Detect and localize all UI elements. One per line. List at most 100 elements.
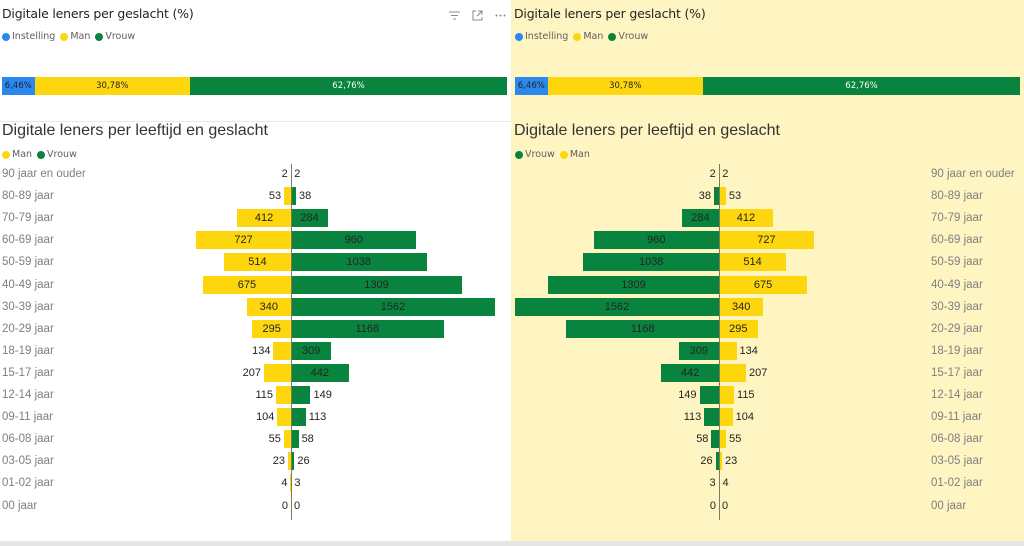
data-label-man: 2 xyxy=(722,168,729,180)
bar-vrouw[interactable] xyxy=(291,386,311,404)
bar-man[interactable] xyxy=(719,297,764,316)
legend-item-vrouw[interactable]: Vrouw xyxy=(37,149,77,160)
data-label-vrouw: 442 xyxy=(680,366,700,379)
age-category-label: 06-08 jaar xyxy=(2,433,54,446)
bar-man[interactable] xyxy=(719,363,747,382)
bar-vrouw[interactable] xyxy=(681,209,719,228)
bar-vrouw[interactable] xyxy=(515,297,719,316)
age-category-label: 40-49 jaar xyxy=(931,278,983,291)
bar-vrouw[interactable] xyxy=(715,452,719,471)
bar-vrouw[interactable] xyxy=(291,430,299,449)
age-category-label: 60-69 jaar xyxy=(2,234,54,247)
bar-man[interactable] xyxy=(719,386,735,404)
bar-vrouw[interactable] xyxy=(291,319,444,338)
legend-item-vrouw[interactable]: Vrouw xyxy=(95,31,135,42)
bar-vrouw[interactable] xyxy=(711,430,719,449)
bar-man[interactable] xyxy=(196,231,291,250)
age-category-label: 12-14 jaar xyxy=(931,389,983,401)
age-gender-pyramid-left: 90 jaar en ouder 2 2 80-89 jaar 53 38 70-79 ja… xyxy=(0,0,511,541)
legend-item-man[interactable]: Man xyxy=(559,149,590,160)
bar-vrouw[interactable] xyxy=(291,275,462,294)
bar-man[interactable] xyxy=(719,430,727,449)
legend-item-vrouw[interactable]: Vrouw xyxy=(608,31,648,42)
bar-vrouw[interactable] xyxy=(566,319,719,338)
bar-vrouw[interactable] xyxy=(291,452,295,471)
bar-man[interactable] xyxy=(719,209,773,228)
focus-mode-icon[interactable] xyxy=(471,9,483,21)
bar-man[interactable] xyxy=(719,341,737,360)
bar-man[interactable] xyxy=(719,231,814,250)
data-label-vrouw: 0 xyxy=(294,499,301,512)
legend-item-man[interactable]: Man xyxy=(60,31,90,42)
bar-vrouw[interactable] xyxy=(291,363,349,382)
right-report-panel: Digitale leners per geslacht (%) Instell… xyxy=(511,0,1024,541)
legend-item-man[interactable]: Man xyxy=(573,31,603,42)
bar-vrouw[interactable] xyxy=(291,231,417,250)
bar-vrouw[interactable] xyxy=(704,408,719,427)
bar-man[interactable] xyxy=(284,187,291,206)
bar-man[interactable] xyxy=(252,319,291,338)
legend-dot-icon xyxy=(559,150,568,159)
stacked-chart-title: Digitale leners per geslacht (%) xyxy=(2,6,194,21)
bar-man[interactable] xyxy=(719,408,733,427)
more-options-icon[interactable] xyxy=(494,9,506,21)
legend-item-instelling[interactable]: Instelling xyxy=(515,31,568,42)
stacked-gender-bar: 6,46% 30,78% 62,76% xyxy=(515,77,1020,95)
bar-vrouw[interactable] xyxy=(291,187,296,206)
data-label-man: 295 xyxy=(729,322,748,335)
age-category-label: 03-05 jaar xyxy=(2,455,54,468)
age-category-label: 12-14 jaar xyxy=(2,389,54,401)
bar-vrouw[interactable] xyxy=(593,231,719,250)
data-label-man: 514 xyxy=(743,256,762,269)
data-label-man: 675 xyxy=(753,278,773,291)
data-label-vrouw: 1309 xyxy=(364,278,389,291)
bar-vrouw[interactable] xyxy=(548,275,719,294)
bar-vrouw[interactable] xyxy=(291,253,427,272)
legend-item-man[interactable]: Man xyxy=(2,149,32,160)
age-category-label: 80-89 jaar xyxy=(931,190,983,203)
legend-label: Vrouw xyxy=(47,149,77,160)
filter-icon[interactable] xyxy=(448,9,460,21)
legend-dot-icon xyxy=(2,32,10,41)
bar-vrouw[interactable] xyxy=(291,209,329,228)
bar-vrouw[interactable] xyxy=(714,187,719,206)
pyramid-chart-legend: Vrouw Man xyxy=(515,149,595,160)
bar-vrouw[interactable] xyxy=(678,341,719,360)
legend-item-instelling[interactable]: Instelling xyxy=(2,31,55,42)
legend-label: Vrouw xyxy=(618,31,649,42)
bar-man[interactable] xyxy=(246,297,291,316)
data-label-vrouw: 113 xyxy=(308,411,327,424)
data-label-vrouw: 26 xyxy=(700,455,713,468)
bar-man[interactable] xyxy=(237,209,291,228)
bar-man[interactable] xyxy=(719,275,808,294)
data-label-vrouw: 58 xyxy=(301,433,314,446)
bar-man[interactable] xyxy=(263,363,291,382)
data-label-man: 295 xyxy=(262,322,281,335)
bar-vrouw[interactable] xyxy=(291,408,306,427)
stack-segment-instelling: 6,46% xyxy=(2,77,35,95)
bar-vrouw[interactable] xyxy=(291,341,332,360)
legend-item-vrouw[interactable]: Vrouw xyxy=(515,149,555,160)
stack-segment-vrouw: 62,76% xyxy=(190,77,507,95)
data-label-vrouw: 1038 xyxy=(638,256,664,269)
bar-man[interactable] xyxy=(273,341,291,360)
bar-vrouw[interactable] xyxy=(291,297,495,316)
bar-man[interactable] xyxy=(719,319,758,338)
bar-man[interactable] xyxy=(277,408,291,427)
legend-dot-icon xyxy=(608,32,617,41)
bar-man[interactable] xyxy=(202,275,291,294)
bar-man[interactable] xyxy=(719,187,726,206)
data-label-man: 727 xyxy=(757,234,776,247)
bar-man[interactable] xyxy=(719,253,787,272)
bar-vrouw[interactable] xyxy=(699,386,719,404)
data-label-vrouw: 309 xyxy=(689,344,708,357)
bar-man[interactable] xyxy=(290,474,291,493)
bar-vrouw[interactable] xyxy=(661,363,719,382)
bar-vrouw[interactable] xyxy=(583,253,719,272)
bar-man[interactable] xyxy=(275,386,291,404)
bar-man[interactable] xyxy=(287,452,291,471)
bar-man[interactable] xyxy=(223,253,291,272)
bar-man[interactable] xyxy=(283,430,291,449)
data-label-vrouw: 149 xyxy=(678,389,697,401)
bar-man[interactable] xyxy=(719,452,722,471)
